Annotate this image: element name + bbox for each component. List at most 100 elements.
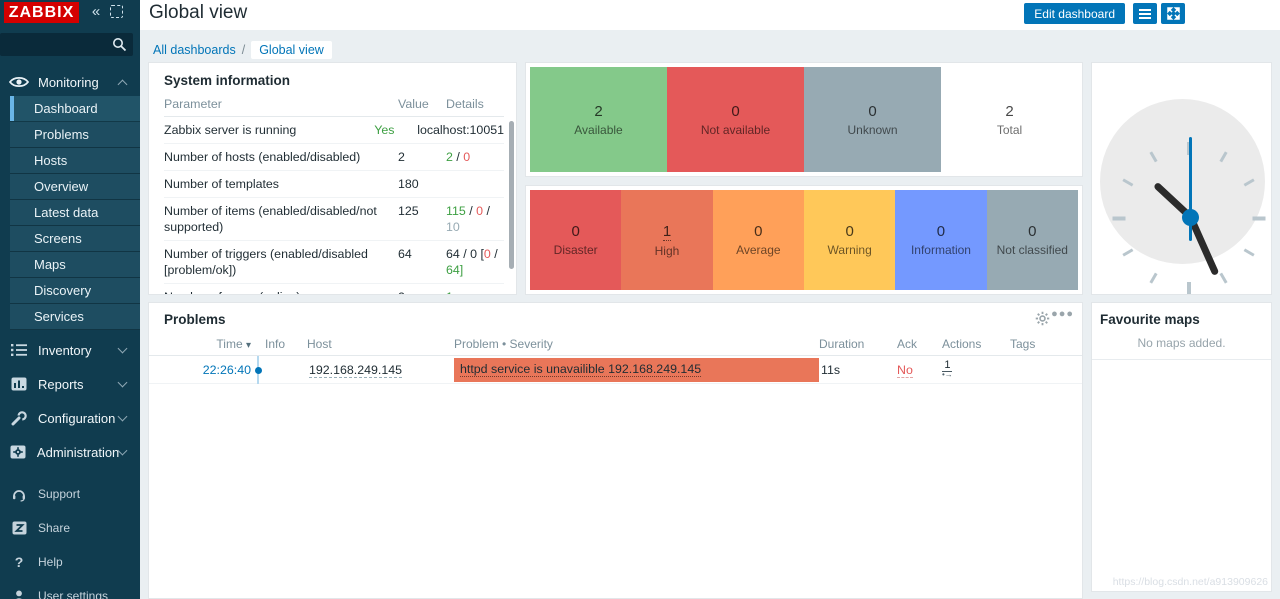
share-z-icon	[8, 521, 30, 535]
sidebar-hide-icon[interactable]	[110, 5, 123, 18]
sidebar-item-overview[interactable]: Overview	[10, 174, 140, 200]
sort-desc-icon: ▾	[245, 340, 251, 351]
headset-icon	[8, 487, 30, 502]
sidebar-item-hosts[interactable]: Hosts	[10, 148, 140, 174]
host-link[interactable]: 192.168.249.145	[309, 362, 403, 378]
table-row: Number of triggers (enabled/disabled [pr…	[164, 241, 504, 284]
clock-face	[1100, 99, 1265, 294]
col-actions: Actions	[942, 337, 982, 351]
system-information-table: Parameter Value Details Zabbix server is…	[149, 92, 516, 294]
problem-link[interactable]: httpd service is unavailible 192.168.249…	[460, 362, 702, 377]
sidebar-item-services[interactable]: Services	[10, 304, 140, 330]
widget-title: System information	[164, 73, 291, 88]
severity-cell-disaster: 0 Disaster	[530, 190, 622, 290]
clock-widget	[1091, 62, 1272, 295]
table-row: Number of hosts (enabled/disabled) 2 2 /…	[164, 144, 504, 171]
problem-time-link[interactable]: 22:26:40	[202, 362, 251, 377]
severity-cell-average: 0 Average	[712, 190, 804, 290]
problems-table-header: Time ▾ Info Host Problem • Severity Dura…	[149, 333, 1082, 356]
table-header: Parameter Value Details	[164, 92, 504, 117]
chevron-down-icon	[117, 343, 128, 354]
sidebar-section-monitoring[interactable]: Monitoring	[0, 69, 140, 95]
action-arrow-icon: •→	[942, 370, 953, 379]
host-availability-widget: 2 Available 0 Not available 0 Unknown 2 …	[525, 62, 1083, 177]
severity-cell-warning: 0 Warning	[803, 190, 896, 290]
sidebar-section-inventory[interactable]: Inventory	[0, 337, 140, 363]
breadcrumb-all-dashboards[interactable]: All dashboards	[153, 43, 236, 57]
problems-by-severity-widget: 0 Disaster 1 High 0 Average 0 Warning 0 …	[525, 185, 1083, 295]
chevron-up-icon	[117, 79, 128, 89]
breadcrumb: All dashboards / Global view	[153, 40, 332, 60]
col-value: Value	[398, 97, 429, 111]
severity-cell-information: 0 Information	[895, 190, 987, 290]
favourite-maps-widget: Favourite maps No maps added. https://bl…	[1091, 302, 1272, 592]
sidebar-item-discovery[interactable]: Discovery	[10, 278, 140, 304]
gear-icon[interactable]	[1035, 311, 1050, 326]
breadcrumb-current[interactable]: Global view	[251, 41, 332, 59]
breadcrumb-separator: /	[241, 43, 246, 57]
zabbix-logo[interactable]: ZABBIX	[4, 2, 79, 23]
widget-title: Problems	[164, 312, 226, 327]
sidebar-item-maps[interactable]: Maps	[10, 252, 140, 278]
col-host: Host	[307, 337, 332, 351]
clock-center-dot	[1182, 209, 1199, 226]
more-options-icon[interactable]: ●●●	[1051, 308, 1074, 320]
severity-high-highlight: httpd service is unavailible 192.168.249…	[454, 357, 819, 382]
sidebar-section-configuration[interactable]: Configuration	[0, 405, 140, 431]
col-info: Info	[265, 337, 286, 351]
table-row: Number of users (online) 2 1	[164, 284, 504, 294]
sidebar-section-label: Reports	[38, 376, 84, 392]
ack-link[interactable]: No	[897, 362, 913, 378]
sidebar-item-support[interactable]: Support	[0, 481, 140, 507]
problem-severity-cell: httpd service is unavailible 192.168.249…	[454, 356, 819, 383]
sidebar-section-administration[interactable]: Administration	[0, 439, 140, 465]
sidebar-item-problems[interactable]: Problems	[10, 122, 140, 148]
problem-row: 22:26:40 192.168.249.145 httpd service i…	[149, 356, 1082, 384]
wrench-icon	[8, 410, 30, 426]
user-icon	[8, 589, 30, 599]
sidebar-item-share[interactable]: Share	[0, 515, 140, 541]
col-ack: Ack	[897, 337, 918, 351]
edit-dashboard-button[interactable]: Edit dashboard	[1024, 3, 1125, 24]
col-details: Details	[446, 97, 484, 111]
expand-arrows-icon	[1166, 7, 1180, 20]
list-icon	[8, 343, 30, 357]
sidebar-section-label: Administration	[36, 444, 120, 460]
sidebar-item-user-settings[interactable]: User settings	[0, 583, 140, 599]
col-duration: Duration	[819, 337, 865, 351]
scrollbar-thumb[interactable]	[509, 121, 514, 269]
availability-cell-unknown: 0 Unknown	[804, 67, 941, 172]
timeline-cell	[251, 356, 265, 384]
sidebar-section-label: Configuration	[38, 410, 116, 426]
search-input[interactable]	[6, 33, 108, 56]
sidebar-item-screens[interactable]: Screens	[10, 226, 140, 252]
col-tags: Tags	[1010, 337, 1036, 351]
page-title: Global view	[149, 2, 248, 23]
watermark-text: https://blog.csdn.net/a913909626	[1112, 576, 1268, 588]
sidebar-item-label: Share	[38, 521, 71, 535]
sidebar-item-dashboard[interactable]: Dashboard	[10, 96, 140, 122]
sidebar-item-latest-data[interactable]: Latest data	[10, 200, 140, 226]
sidebar-item-label: Help	[38, 555, 63, 569]
col-problem-severity: Problem • Severity	[454, 337, 553, 351]
availability-cell-not-available: 0 Not available	[667, 67, 804, 172]
col-parameter: Parameter	[164, 97, 222, 111]
bar-chart-icon	[8, 377, 30, 391]
dashboard-menu-button[interactable]	[1133, 3, 1157, 24]
action-count-badge[interactable]: 1 •→	[942, 359, 953, 379]
fullscreen-button[interactable]	[1161, 3, 1185, 24]
severity-cell-high: 1 High	[621, 190, 713, 290]
sidebar-section-reports[interactable]: Reports	[0, 371, 140, 397]
sidebar-collapse-icon[interactable]: «	[91, 3, 101, 20]
availability-cell-available: 2 Available	[530, 67, 667, 172]
clock-second-hand	[1189, 137, 1192, 241]
monitoring-submenu: Dashboard Problems Hosts Overview Latest…	[10, 96, 140, 330]
logo-row: ZABBIX «	[0, 0, 140, 30]
duration-cell: 11s	[821, 362, 841, 377]
sidebar-item-help[interactable]: ? Help	[0, 549, 140, 575]
empty-state-text: No maps added.	[1092, 333, 1271, 360]
problems-widget: Problems ●●● Time ▾ Info Host Problem • …	[148, 302, 1083, 599]
gear-square-icon	[8, 445, 29, 459]
col-time[interactable]: Time ▾	[216, 337, 251, 351]
